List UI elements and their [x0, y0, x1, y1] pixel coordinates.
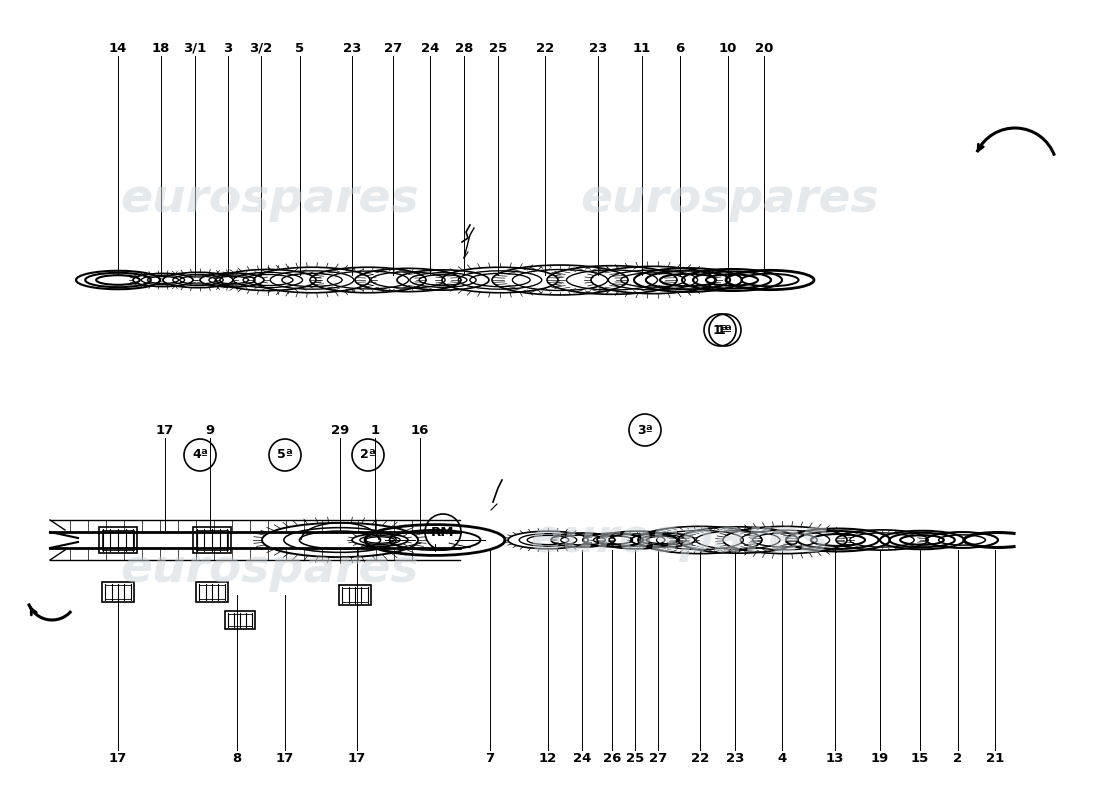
- Text: 2: 2: [954, 751, 962, 765]
- Text: 25: 25: [488, 42, 507, 54]
- Text: 15: 15: [911, 751, 930, 765]
- Text: 24: 24: [421, 42, 439, 54]
- Text: 1: 1: [371, 423, 380, 437]
- Bar: [102, 530, 134, 550]
- Text: 17: 17: [109, 751, 128, 765]
- Text: 17: 17: [276, 751, 294, 765]
- Text: 3/2: 3/2: [250, 42, 273, 54]
- Text: RM: RM: [431, 526, 454, 538]
- Text: 27: 27: [649, 751, 667, 765]
- Text: 12: 12: [539, 751, 557, 765]
- Text: 1ª: 1ª: [712, 323, 728, 337]
- Text: 6: 6: [675, 42, 684, 54]
- Bar: [192, 527, 231, 553]
- Text: 17: 17: [348, 751, 366, 765]
- Text: 10: 10: [718, 42, 737, 54]
- Text: 7: 7: [485, 751, 495, 765]
- Text: 29: 29: [331, 423, 349, 437]
- Text: 23: 23: [588, 42, 607, 54]
- Bar: [104, 585, 131, 599]
- Text: 24: 24: [573, 751, 591, 765]
- Text: 17: 17: [156, 423, 174, 437]
- Text: 28: 28: [454, 42, 473, 54]
- Text: 22: 22: [691, 751, 710, 765]
- Text: 25: 25: [626, 751, 645, 765]
- Bar: [226, 611, 255, 629]
- Text: 3/1: 3/1: [184, 42, 207, 54]
- Text: 4: 4: [778, 751, 786, 765]
- Text: 13: 13: [826, 751, 844, 765]
- Text: 3: 3: [223, 42, 232, 54]
- Text: eurospares: eurospares: [581, 178, 879, 222]
- Text: 5ª: 5ª: [277, 449, 293, 462]
- Text: 18: 18: [152, 42, 170, 54]
- Text: 5: 5: [296, 42, 305, 54]
- Text: 23: 23: [343, 42, 361, 54]
- Bar: [196, 582, 228, 602]
- Text: eurospares: eurospares: [530, 518, 829, 562]
- Text: 1ª: 1ª: [717, 323, 733, 337]
- Bar: [342, 588, 369, 602]
- Text: 20: 20: [755, 42, 773, 54]
- Text: 4ª: 4ª: [192, 449, 208, 462]
- Text: 22: 22: [536, 42, 554, 54]
- Bar: [199, 585, 226, 599]
- Text: 9: 9: [206, 423, 214, 437]
- Text: 8: 8: [232, 751, 242, 765]
- Bar: [339, 585, 371, 605]
- Text: 26: 26: [603, 751, 622, 765]
- Text: 14: 14: [109, 42, 128, 54]
- Text: 19: 19: [871, 751, 889, 765]
- Bar: [99, 527, 138, 553]
- Text: 3ª: 3ª: [637, 423, 653, 437]
- Bar: [102, 582, 134, 602]
- Text: 27: 27: [384, 42, 403, 54]
- Text: 16: 16: [410, 423, 429, 437]
- Text: eurospares: eurospares: [121, 178, 419, 222]
- Text: 23: 23: [726, 751, 745, 765]
- Text: 11: 11: [632, 42, 651, 54]
- Text: eurospares: eurospares: [121, 547, 419, 593]
- Text: 21: 21: [986, 751, 1004, 765]
- Bar: [196, 530, 228, 550]
- Text: 2ª: 2ª: [360, 449, 376, 462]
- Bar: [228, 614, 252, 626]
